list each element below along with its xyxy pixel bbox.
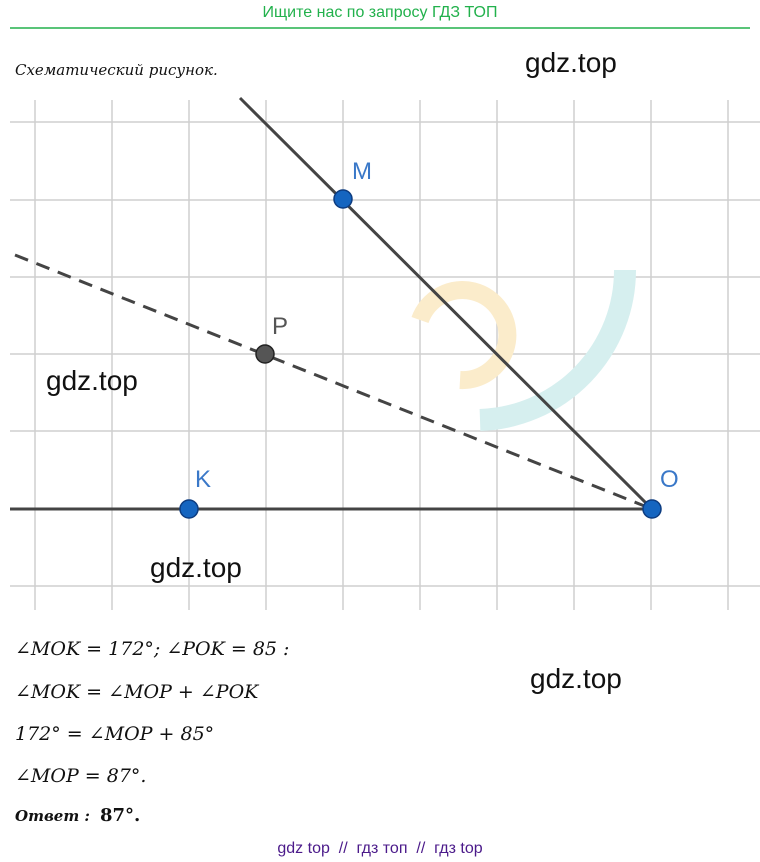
caption: Схематический рисунок. bbox=[15, 61, 218, 79]
answer-value: 87°. bbox=[100, 805, 140, 826]
footer-links[interactable]: gdz top // гдз топ // гдз top bbox=[277, 840, 482, 857]
watermark: gdz.top bbox=[525, 47, 617, 78]
point-label: M bbox=[352, 158, 372, 185]
equation: 172° = ∠MOP + 85° bbox=[15, 723, 214, 745]
point-label: O bbox=[660, 466, 679, 493]
point-label: K bbox=[195, 466, 211, 493]
grid bbox=[10, 100, 760, 610]
point bbox=[255, 344, 275, 364]
equation: ∠MOK = ∠MOP + ∠POK bbox=[15, 681, 260, 703]
point bbox=[179, 499, 199, 519]
equation: ∠MOK = 172°; ∠POK = 85 : bbox=[15, 638, 289, 660]
header-text: Ищите нас по запросу ГДЗ ТОП bbox=[263, 4, 498, 21]
point-label: P bbox=[272, 313, 288, 340]
watermark: gdz.top bbox=[530, 663, 622, 694]
point bbox=[333, 189, 353, 209]
answer-label: Ответ : bbox=[15, 807, 90, 825]
equation: ∠MOP = 87°. bbox=[15, 765, 146, 787]
point bbox=[642, 499, 662, 519]
watermark: gdz.top bbox=[150, 552, 242, 583]
watermark-arc bbox=[411, 281, 517, 390]
ray-om bbox=[238, 96, 654, 511]
watermark-arc bbox=[479, 269, 636, 431]
watermark: gdz.top bbox=[46, 365, 138, 396]
